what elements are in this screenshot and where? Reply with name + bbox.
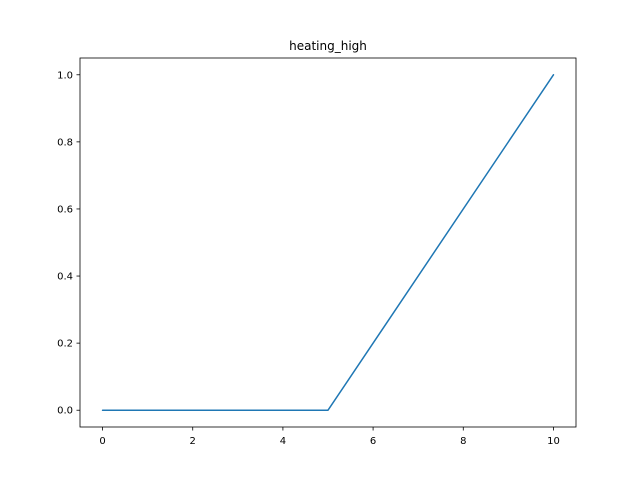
series-line (101, 74, 555, 411)
y-tick-label: 0.0 (57, 406, 73, 417)
chart-title: heating_high (289, 39, 367, 53)
y-tick-label: 1.0 (57, 70, 73, 81)
series-layer (101, 74, 555, 411)
axes-frame (79, 57, 577, 428)
y-axis: 0.0 0.2 0.4 0.6 0.8 1.0 (57, 70, 80, 417)
plot-area (79, 57, 577, 428)
x-tick-label: 8 (460, 436, 466, 447)
x-tick-label: 10 (547, 436, 560, 447)
x-axis: 0 2 4 6 8 10 (99, 427, 560, 447)
y-tick-label: 0.2 (57, 339, 73, 350)
y-tick-label: 0.8 (57, 137, 73, 148)
y-tick-label: 0.4 (57, 272, 73, 283)
x-tick-label: 6 (370, 436, 376, 447)
y-tick-label: 0.6 (57, 204, 73, 215)
x-tick-label: 0 (99, 436, 105, 447)
x-tick-label: 4 (280, 436, 286, 447)
plot-background (80, 58, 576, 427)
x-tick-label: 2 (190, 436, 196, 447)
